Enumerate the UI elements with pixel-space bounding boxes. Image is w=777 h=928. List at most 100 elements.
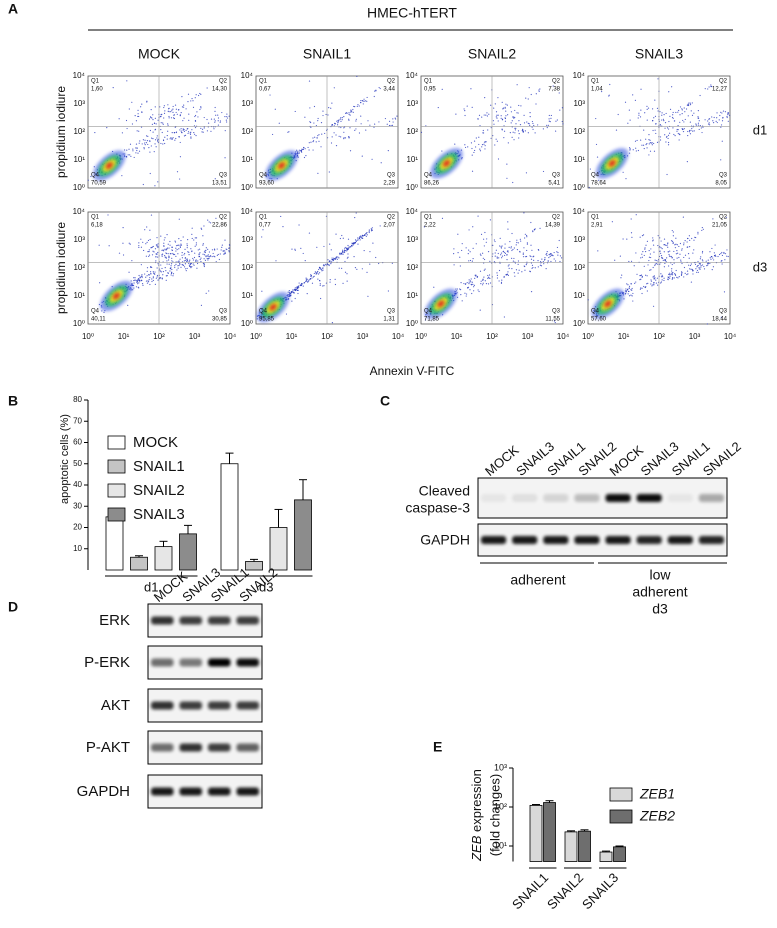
event-dot (200, 260, 202, 263)
event-dot (502, 107, 505, 109)
event-dot (98, 244, 100, 246)
event-dot (472, 247, 474, 250)
event-dot (221, 111, 223, 114)
event-dot (98, 303, 101, 306)
event-dot (200, 93, 202, 95)
event-dot (323, 245, 325, 248)
event-dot (166, 263, 168, 265)
legend-swatch (107, 483, 126, 498)
event-dot (294, 289, 296, 292)
event-dot (692, 270, 694, 272)
event-dot (672, 114, 674, 116)
event-dot (323, 264, 325, 266)
event-dot (293, 292, 295, 294)
quadrant-name: Q4 (91, 173, 100, 179)
event-dot (645, 143, 647, 146)
event-dot (653, 284, 655, 286)
event-dot (192, 106, 195, 109)
event-dot (361, 236, 363, 239)
event-dot (507, 274, 510, 276)
event-dot (213, 248, 216, 250)
event-dot (595, 117, 597, 120)
x-tick-label: 10⁰ (82, 332, 94, 341)
event-dot (325, 263, 327, 265)
event-dot (650, 248, 652, 250)
event-dot (674, 134, 676, 137)
event-dot (186, 258, 188, 260)
event-dot (691, 114, 694, 116)
event-dot (703, 268, 706, 270)
event-dot (550, 260, 552, 263)
event-dot (715, 255, 717, 257)
event-dot (657, 235, 659, 237)
y-tick-label: 10² (494, 801, 507, 811)
event-dot (368, 230, 370, 232)
event-dot (557, 254, 559, 256)
event-dot (643, 254, 645, 257)
event-dot (312, 149, 314, 151)
event-dot (637, 149, 639, 152)
event-dot (663, 119, 665, 122)
event-dot (475, 137, 477, 139)
event-dot (292, 289, 294, 291)
event-dot (164, 255, 166, 257)
event-dot (226, 121, 228, 123)
event-dot (171, 246, 173, 248)
event-dot (359, 235, 362, 237)
quadrant-name: Q3 (387, 309, 396, 315)
event-dot (344, 260, 346, 263)
event-dot (460, 294, 462, 296)
x-tick-label: 10⁴ (224, 332, 237, 341)
event-dot (669, 132, 671, 134)
event-dot (203, 251, 205, 253)
event-dot (151, 246, 153, 249)
event-dot (156, 245, 158, 247)
event-dot (200, 127, 202, 129)
event-dot (561, 107, 564, 109)
event-dot (369, 263, 371, 265)
event-dot (483, 258, 486, 261)
event-dot (671, 268, 673, 270)
event-dot (147, 239, 150, 242)
event-dot (200, 106, 202, 108)
event-dot (720, 252, 722, 255)
event-dot (294, 288, 296, 291)
event-dot (529, 115, 531, 118)
event-dot (479, 125, 481, 127)
event-dot (501, 128, 503, 130)
event-dot (149, 172, 151, 175)
event-dot (149, 283, 151, 286)
event-dot (207, 254, 209, 256)
event-dot (149, 151, 151, 153)
event-dot (392, 118, 394, 120)
event-dot (664, 260, 667, 262)
event-dot (150, 109, 152, 111)
event-dot (479, 150, 482, 152)
event-dot (454, 143, 456, 145)
event-dot (189, 133, 192, 135)
event-dot (664, 127, 666, 129)
event-dot (125, 119, 128, 122)
quadrant-name: Q4 (424, 309, 433, 315)
event-dot (215, 217, 217, 219)
event-dot (538, 89, 540, 91)
event-dot (526, 236, 528, 238)
event-dot (140, 246, 143, 248)
event-dot (336, 258, 338, 260)
event-dot (322, 285, 324, 287)
event-dot (514, 129, 516, 131)
event-dot (318, 268, 320, 271)
event-dot (355, 118, 357, 120)
event-dot (433, 286, 435, 288)
event-dot (135, 152, 137, 154)
event-dot (725, 216, 727, 218)
event-dot (194, 126, 197, 129)
event-dot (453, 248, 455, 250)
quadrant-name: Q1 (591, 215, 600, 221)
y-tick-label: 10¹ (494, 840, 507, 850)
event-dot (519, 124, 522, 126)
event-dot (561, 120, 563, 123)
quadrant-name: Q1 (259, 79, 268, 85)
event-dot (173, 253, 176, 256)
event-dot (355, 212, 357, 214)
